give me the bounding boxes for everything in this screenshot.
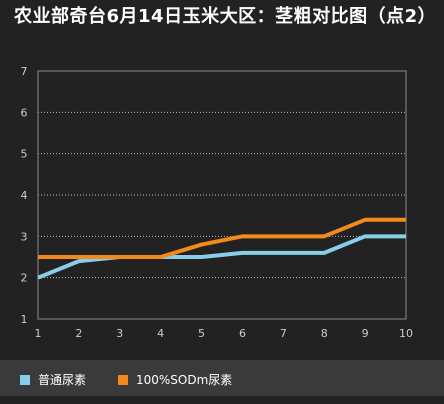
series-line-2[interactable] [38,217,406,259]
x-tick-label: 2 [75,327,82,340]
x-tick-label: 7 [280,327,287,340]
y-tick-label: 3 [21,230,28,243]
y-tick-label: 5 [21,148,28,161]
plot-area-border [37,70,407,320]
x-tick-label: 1 [35,327,42,340]
x-tick-label: 5 [198,327,205,340]
legend-label-series-1: 普通尿素 [38,373,87,387]
x-tick-label: 10 [399,327,413,340]
gridlines [38,111,406,279]
y-tick-label: 1 [21,313,28,326]
x-tick-label: 6 [239,327,246,340]
x-axis-ticks: 1 2 3 4 5 6 7 8 9 10 [35,327,414,340]
legend-swatch-series-1 [20,374,30,385]
x-tick-label: 4 [157,327,164,340]
legend-item-series-2[interactable]: 100%SODm尿素 [118,371,232,388]
legend-swatch-series-2 [118,374,128,385]
y-tick-label: 4 [21,189,28,202]
series-line-1[interactable] [37,234,406,280]
legend: 普通尿素 100%SODm尿素 [0,360,444,396]
x-tick-label: 9 [362,327,369,340]
legend-item-series-1[interactable]: 普通尿素 [20,371,86,388]
legend-label-series-2: 100%SODm尿素 [136,373,233,387]
chart-title: 农业部奇台6月14日玉米大区：茎粗对比图（点2） [14,6,437,27]
bottom-strip [0,396,444,404]
y-tick-label: 2 [21,272,28,285]
y-axis-ticks: 1 2 3 4 5 6 7 [21,65,28,326]
x-tick-label: 3 [116,327,123,340]
y-tick-label: 6 [21,106,28,119]
y-tick-label: 7 [21,65,28,78]
x-tick-label: 8 [321,327,328,340]
series-lines [37,217,406,280]
